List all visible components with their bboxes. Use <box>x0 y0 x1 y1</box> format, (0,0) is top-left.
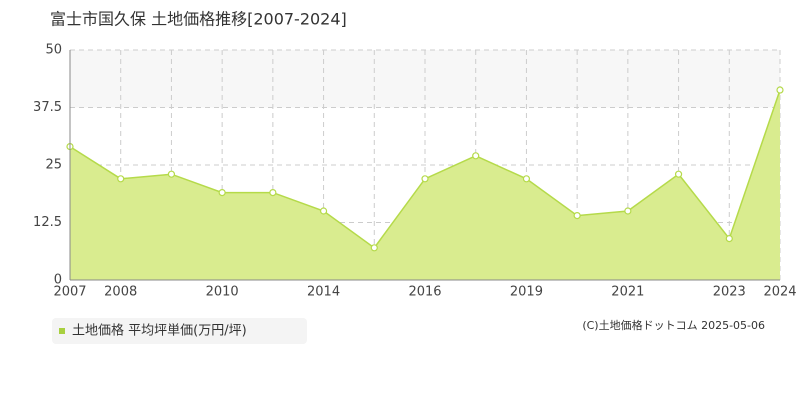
y-tick-label: 12.5 <box>33 215 62 230</box>
x-tick-label: 2023 <box>713 285 746 300</box>
point <box>624 207 632 215</box>
point <box>776 86 784 94</box>
y-tick-label: 25 <box>45 158 62 173</box>
point <box>674 170 683 178</box>
chart-title: 富士市国久保 土地価格推移[2007-2024] <box>50 10 347 29</box>
legend-marker <box>59 328 65 334</box>
point <box>725 235 733 243</box>
y-tick-label: 50 <box>45 43 62 58</box>
legend: 土地価格 平均坪単価(万円/坪) <box>52 318 307 344</box>
copyright: (C)土地価格ドットコム 2025-05-06 <box>582 318 765 332</box>
point <box>522 175 531 183</box>
point <box>421 175 429 183</box>
area <box>70 90 780 281</box>
point <box>573 212 581 220</box>
x-tick-label: 2016 <box>408 285 441 300</box>
x-tick-label: 2021 <box>611 285 644 300</box>
y-tick-label: 0 <box>54 273 62 288</box>
x-tick-label: 2010 <box>206 285 239 300</box>
y-tick-label: 37.5 <box>33 100 62 115</box>
x-tick-label: 2008 <box>104 285 137 300</box>
x-tick-label: 2019 <box>510 285 543 300</box>
point <box>167 170 176 178</box>
point <box>472 152 480 160</box>
point <box>319 207 328 215</box>
legend-box <box>52 318 307 344</box>
point <box>218 189 226 197</box>
point <box>269 189 277 197</box>
x-tick-label: 2014 <box>307 285 340 300</box>
x-tick-label: 2024 <box>763 285 796 300</box>
point <box>370 244 378 252</box>
point <box>117 175 125 183</box>
legend-label: 土地価格 平均坪単価(万円/坪) <box>72 323 247 339</box>
x-tick-label: 2007 <box>53 285 86 300</box>
